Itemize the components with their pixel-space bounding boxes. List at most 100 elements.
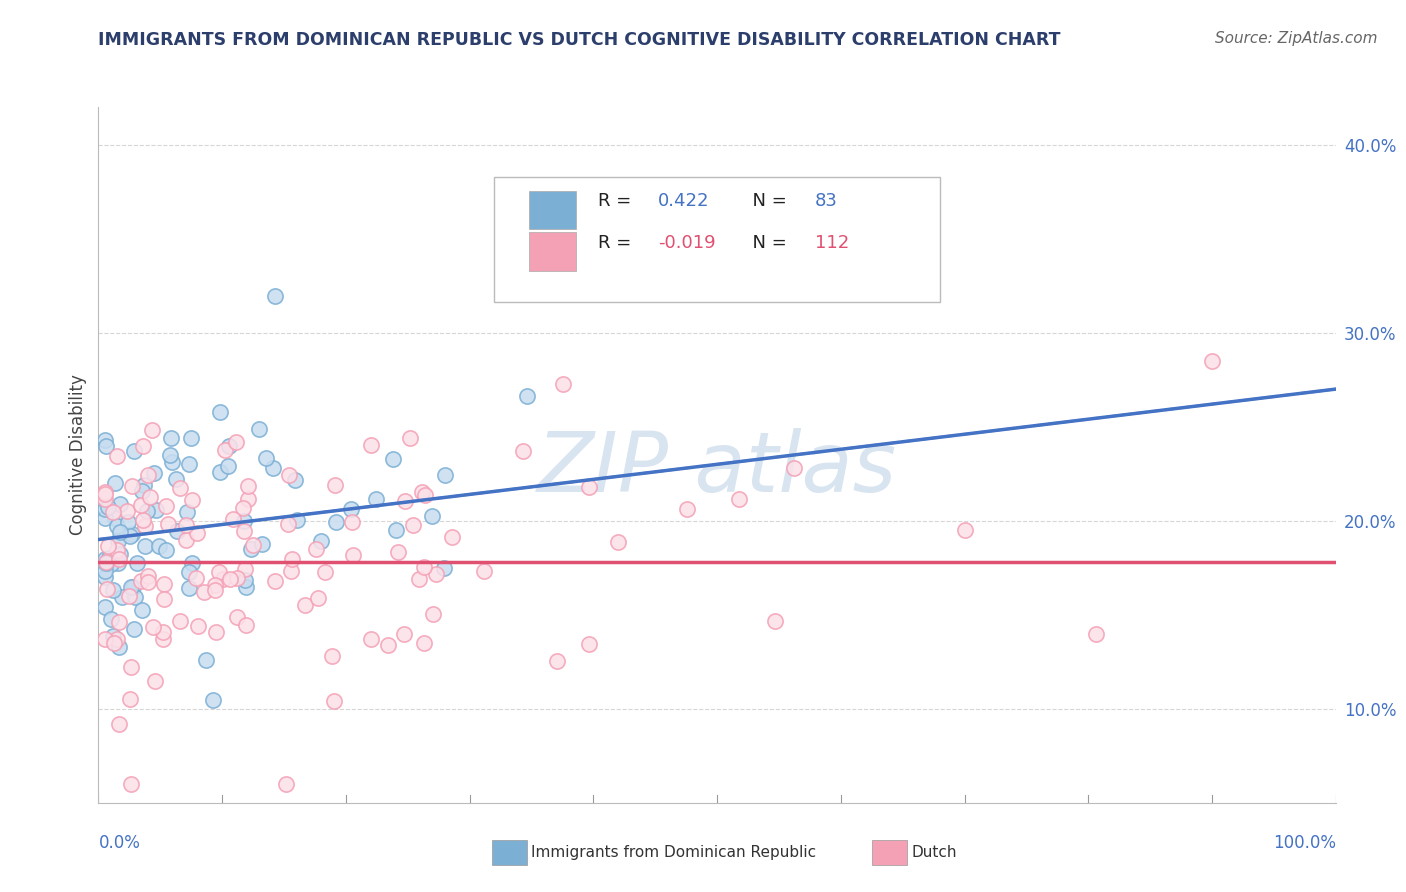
Point [254,451,277,466]
Point [108,615,131,630]
Point [118,529,141,543]
Point [394,494,416,508]
Point [165,472,187,486]
Point [179,458,201,472]
Point [226,571,249,585]
Point [472,564,495,578]
Point [107,534,129,549]
Point [434,468,457,483]
Point [194,652,217,666]
Point [294,598,316,612]
Point [553,376,575,391]
Point [238,491,260,506]
Point [516,389,538,403]
Point [783,461,806,475]
Point [169,481,191,495]
Point [121,580,143,594]
Point [217,459,239,474]
Point [399,431,422,445]
Point [93,600,115,615]
Point [280,564,302,578]
Point [139,490,162,504]
Point [387,545,409,559]
Point [214,443,236,458]
Point [103,583,125,598]
Point [314,565,336,579]
Text: 0.0%: 0.0% [98,834,141,852]
Point [129,498,152,512]
Point [242,538,264,552]
Point [131,513,153,527]
Point [422,607,444,622]
Point [93,434,115,448]
Point [108,551,131,566]
Point [136,504,159,518]
Point [121,527,143,541]
Point [160,431,183,445]
Point [145,503,167,517]
Point [159,448,181,462]
Text: 100.0%: 100.0% [1272,834,1336,852]
Point [377,638,399,652]
Point [364,491,387,506]
Point [323,478,346,492]
Point [186,525,208,540]
Point [305,542,328,557]
Point [176,518,198,533]
Text: N =: N = [741,192,792,210]
Point [100,557,122,571]
Point [675,501,697,516]
Point [105,518,128,533]
Point [235,580,257,594]
Point [321,648,343,663]
Point [124,622,146,636]
Point [93,564,115,578]
Point [180,493,202,508]
Point [93,487,115,501]
Point [131,439,153,453]
Point [93,502,115,516]
Point [93,569,115,583]
Point [176,533,198,547]
Point [136,569,159,583]
Point [1084,627,1107,641]
Point [218,439,240,453]
Point [340,515,363,529]
Bar [529,232,576,270]
Point [97,539,120,553]
Point [121,777,143,791]
Point [136,467,159,482]
Point [512,444,534,458]
Point [105,450,128,464]
Point [1201,354,1223,368]
Point [153,591,176,606]
Point [127,556,149,570]
Point [96,582,118,597]
Point [262,460,284,475]
Point [578,637,600,651]
Point [120,660,142,674]
Point [311,533,333,548]
Text: Source: ZipAtlas.com: Source: ZipAtlas.com [1215,31,1378,46]
Point [413,559,436,574]
Y-axis label: Cognitive Disability: Cognitive Disability [69,375,87,535]
Point [186,571,208,585]
Point [103,505,125,519]
Point [381,452,404,467]
Point [412,636,434,650]
Point [176,505,198,519]
Point [953,523,976,537]
Point [141,423,163,437]
Point [117,504,139,518]
Point [233,514,256,528]
Point [107,640,129,655]
Point [307,591,329,606]
Point [727,491,749,506]
Point [94,439,117,453]
Point [276,777,298,791]
Point [204,582,226,597]
Text: ZIP atlas: ZIP atlas [537,428,897,509]
Point [124,590,146,604]
Point [425,567,447,582]
Text: IMMIGRANTS FROM DOMINICAN REPUBLIC VS DUTCH COGNITIVE DISABILITY CORRELATION CHA: IMMIGRANTS FROM DOMINICAN REPUBLIC VS DU… [98,31,1062,49]
